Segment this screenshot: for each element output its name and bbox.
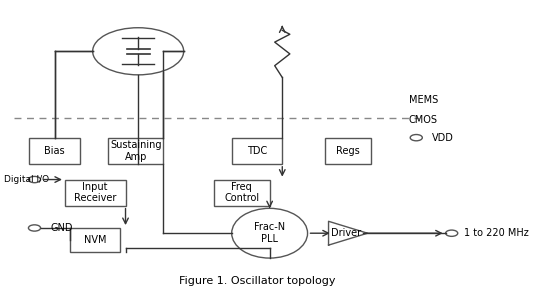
Text: Regs: Regs: [336, 146, 360, 156]
FancyBboxPatch shape: [108, 138, 163, 164]
Text: NVM: NVM: [84, 235, 107, 245]
FancyBboxPatch shape: [214, 179, 269, 206]
Text: Driver: Driver: [331, 228, 361, 238]
Text: Figure 1. Oscillator topology: Figure 1. Oscillator topology: [179, 276, 335, 286]
FancyBboxPatch shape: [232, 138, 282, 164]
FancyBboxPatch shape: [29, 138, 80, 164]
Ellipse shape: [232, 208, 307, 258]
Text: MEMS: MEMS: [408, 95, 438, 105]
Text: CMOS: CMOS: [408, 115, 438, 125]
Circle shape: [410, 134, 423, 141]
Text: VDD: VDD: [431, 133, 453, 143]
Text: Digital I/O: Digital I/O: [4, 175, 49, 184]
Circle shape: [29, 176, 41, 183]
Text: Frac-N
PLL: Frac-N PLL: [254, 223, 285, 244]
Text: Bias: Bias: [44, 146, 65, 156]
Text: Freq
Control: Freq Control: [225, 182, 259, 203]
FancyBboxPatch shape: [325, 138, 371, 164]
Circle shape: [29, 225, 41, 231]
Text: Sustaining
Amp: Sustaining Amp: [110, 140, 161, 162]
FancyBboxPatch shape: [70, 228, 121, 251]
Text: GND: GND: [51, 223, 73, 233]
Text: 1 to 220 MHz: 1 to 220 MHz: [464, 228, 529, 238]
Circle shape: [93, 28, 184, 75]
Circle shape: [446, 230, 458, 236]
Text: TDC: TDC: [247, 146, 267, 156]
Text: Input
Receiver: Input Receiver: [74, 182, 116, 203]
FancyBboxPatch shape: [65, 179, 126, 206]
